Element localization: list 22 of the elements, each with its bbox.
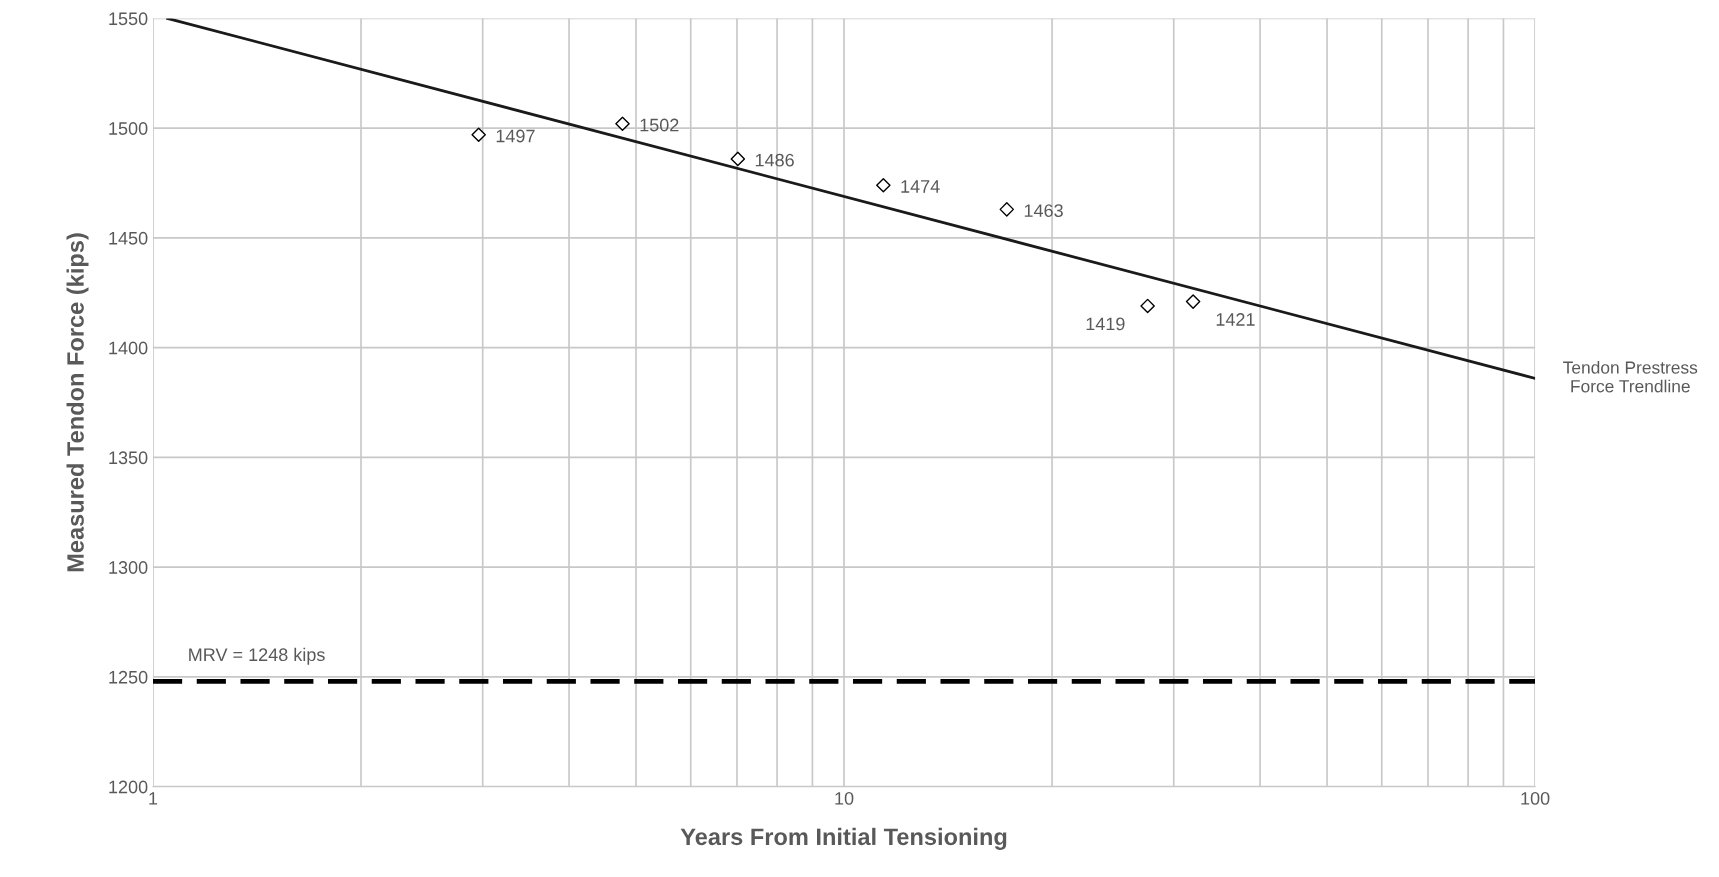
y-tick-label: 1450	[109, 231, 148, 245]
data-label: 1419	[1086, 317, 1125, 331]
y-tick-label: 1250	[109, 670, 148, 684]
data-label: 1497	[496, 129, 535, 143]
y-tick-label: 1200	[109, 780, 148, 794]
data-label: 1474	[901, 180, 940, 193]
data-label: 1486	[755, 153, 794, 167]
y-tick-label: 1300	[109, 561, 148, 574]
x-axis-title: Years From Initial Tensioning	[680, 827, 1007, 850]
y-tick-label: 1550	[109, 12, 148, 26]
x-tick-label: 10	[835, 792, 854, 805]
data-label: 1502	[640, 118, 679, 132]
data-label: 1463	[1024, 204, 1063, 218]
y-tick-label: 1350	[109, 451, 148, 465]
x-tick-label: 100	[1521, 792, 1550, 805]
y-axis-title: Measured Tendon Force (kips)	[66, 233, 89, 572]
series-label: Tendon Prestress Force Trendline	[1563, 360, 1698, 393]
x-tick-label: 1	[149, 792, 158, 805]
y-tick-label: 1400	[109, 341, 148, 355]
y-tick-label: 1500	[109, 122, 148, 135]
data-label: 1421	[1216, 313, 1255, 326]
ref-line-label: MRV = 1248 kips	[189, 647, 325, 665]
